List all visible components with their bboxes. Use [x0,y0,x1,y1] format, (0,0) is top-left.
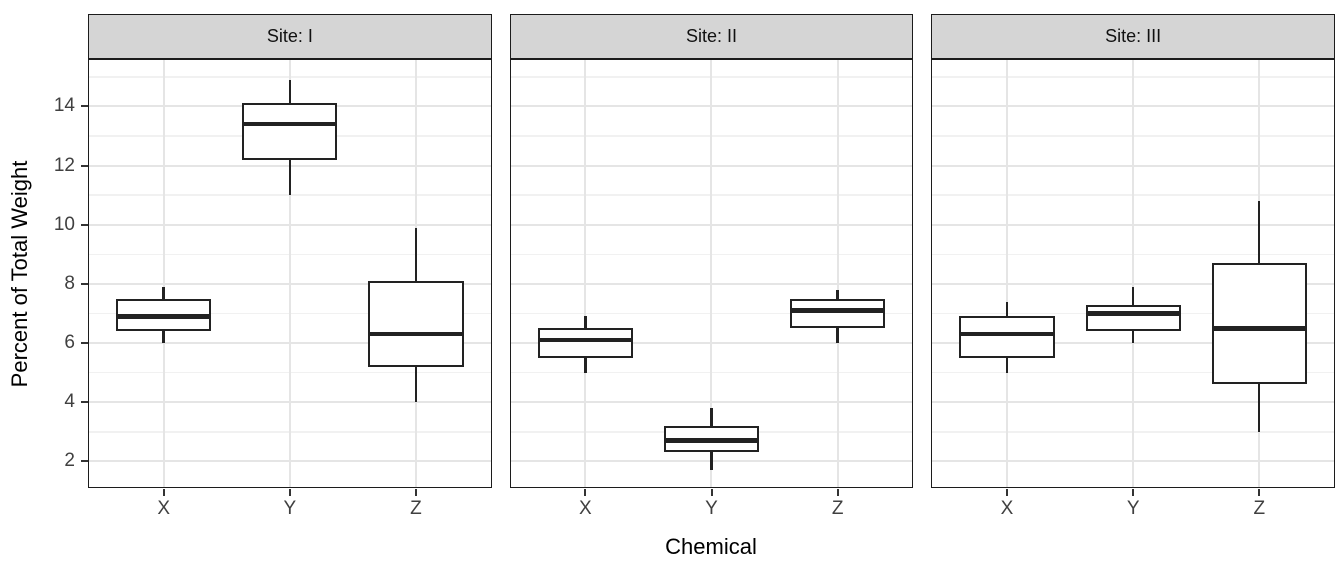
boxplot-whisker-lower [1258,384,1261,432]
boxplot-whisker-lower [162,331,165,344]
boxplot-median-line [961,331,1053,337]
gridline-vertical [584,59,587,488]
x-tick-mark [836,489,839,496]
x-tick-label: X [157,498,171,519]
boxplot-box [1085,304,1181,332]
y-tick-mark [81,342,88,345]
boxplot-box [368,280,464,367]
y-tick-label: 8 [64,272,75,294]
boxplot-median-line [244,121,336,127]
y-tick-label: 2 [64,450,75,472]
boxplot-whisker-lower [414,366,418,403]
boxplot-median-line [665,438,758,443]
boxplot-whisker-lower [288,159,292,196]
x-tick-label: Y [283,498,297,519]
y-tick-mark [81,401,88,404]
facet-panel [509,59,914,488]
boxplot-box [790,298,886,329]
x-tick-label: Z [410,498,422,519]
x-tick-label: X [1000,498,1014,519]
boxplot-whisker-lower [710,452,713,471]
y-axis-title: Percent of Total Weight [7,160,32,388]
x-tick-label: Z [1253,498,1266,519]
y-tick-label: 4 [64,391,75,413]
boxplot-whisker-upper [1005,301,1009,317]
boxplot-whisker-lower [836,328,839,344]
boxplot-whisker-upper [710,408,713,426]
boxplot-whisker-lower [584,357,587,373]
y-tick-mark [81,223,88,226]
x-tick-label: X [579,498,592,519]
boxplot-median-line [118,314,210,319]
boxplot-box [959,316,1055,358]
boxplot-whisker-lower [1131,331,1135,344]
boxplot-whisker-upper [836,289,839,299]
gridline-vertical [288,59,291,488]
facet-strip-label: Site: II [685,26,737,46]
y-tick-label: 6 [64,332,75,354]
x-tick-mark [1006,489,1009,496]
boxplot-median-line [539,337,631,343]
y-tick-mark [81,105,88,108]
facet-strip-label: Site: III [1105,26,1162,46]
boxplot-whisker-upper [1131,286,1135,305]
y-tick-mark [81,164,88,167]
boxplot-median-line [792,308,884,313]
boxplot-whisker-lower [1005,357,1009,373]
x-tick-mark [414,489,417,496]
gridline-vertical [1006,59,1009,488]
facet-panel [88,59,492,488]
facet-strip: Site: III [931,14,1335,59]
x-tick-mark [710,489,713,496]
x-tick-mark [288,489,291,496]
facet-strip: Site: II [509,14,914,59]
boxplot-whisker-upper [162,286,165,299]
y-tick-label: 14 [53,95,75,117]
boxplot-whisker-upper [414,227,418,281]
boxplot-median-line [1087,311,1179,316]
y-tick-mark [81,460,88,463]
boxplot-whisker-upper [584,316,587,329]
gridline-vertical [836,59,839,488]
x-tick-mark [162,489,165,496]
facet-strip: Site: I [88,14,492,59]
boxplot-whisker-upper [1258,201,1261,264]
boxplot-median-line [370,331,462,337]
gridline-vertical [1132,59,1135,488]
y-tick-label: 10 [53,213,75,235]
facet-strip-label: Site: I [266,26,313,46]
x-tick-label: Y [1126,498,1140,519]
y-tick-mark [81,282,88,285]
x-tick-mark [1258,489,1261,496]
x-tick-mark [584,489,587,496]
boxplot-median-line [1213,325,1305,331]
gridline-vertical [162,59,165,488]
facet-panel [931,59,1335,488]
gridline-vertical [710,59,713,488]
boxplot-box [242,103,338,160]
x-tick-label: Y [705,498,718,519]
x-axis-title: Chemical [665,534,757,559]
boxplot-box [1211,263,1307,385]
y-tick-label: 12 [53,154,75,176]
boxplot-whisker-upper [288,79,292,104]
x-tick-mark [1132,489,1135,496]
boxplot-box [537,328,633,358]
x-tick-label: Z [831,498,844,519]
